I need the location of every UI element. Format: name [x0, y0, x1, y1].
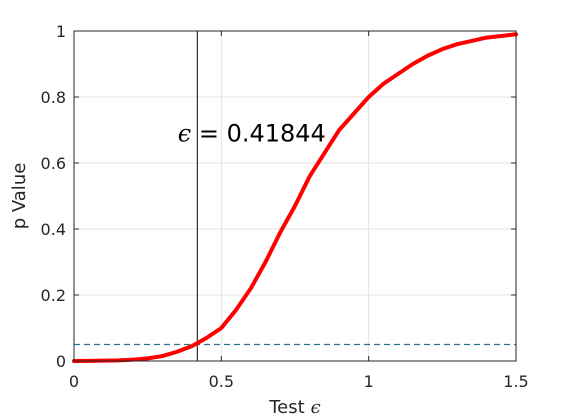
- y-axis-title: p Value: [9, 163, 30, 230]
- x-tick-label: 1.5: [503, 372, 528, 391]
- y-tick-label: 0.6: [41, 154, 66, 173]
- tick-labels: 0 0.5 1 1.5 0 0.2 0.4 0.6 0.8 1: [41, 22, 529, 391]
- y-tick-label: 1: [56, 22, 66, 41]
- series-layer: [72, 32, 518, 363]
- y-tick-label: 0.8: [41, 88, 66, 107]
- x-tick-label: 0: [69, 372, 79, 391]
- x-tick-label: 0.5: [209, 372, 234, 391]
- x-axis-title-text: Test: [268, 397, 304, 418]
- ticks: [73, 30, 517, 362]
- y-tick-label: 0.2: [41, 286, 66, 305]
- x-axis-title-symbol: ϵ: [311, 397, 321, 418]
- grid: [73, 30, 517, 362]
- plot-frame: [73, 30, 517, 362]
- x-tick-label: 1: [364, 372, 374, 391]
- x-axis-title: Test ϵ: [268, 397, 321, 418]
- epsilon-annotation: ϵ = 0.41844: [178, 119, 326, 147]
- p-value-curve: [72, 32, 518, 363]
- annotation-value: = 0.41844: [191, 119, 326, 147]
- y-tick-label: 0: [56, 352, 66, 371]
- y-tick-label: 0.4: [41, 220, 66, 239]
- annotation-symbol: ϵ: [178, 119, 191, 147]
- reference-lines: [74, 31, 516, 361]
